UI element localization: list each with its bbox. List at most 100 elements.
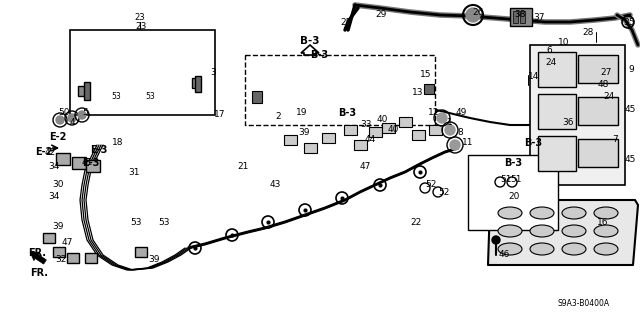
Text: 40: 40 <box>377 115 388 124</box>
Text: 18: 18 <box>112 138 124 147</box>
Bar <box>322 133 335 143</box>
Text: B-3: B-3 <box>310 50 328 60</box>
Text: 24: 24 <box>603 92 614 101</box>
Circle shape <box>445 125 455 135</box>
Bar <box>56 153 70 165</box>
Ellipse shape <box>530 225 554 237</box>
Text: FR.: FR. <box>30 268 48 278</box>
Bar <box>538 52 576 87</box>
Text: 53: 53 <box>145 92 155 101</box>
Bar <box>424 84 434 94</box>
Text: 39: 39 <box>52 222 63 231</box>
Bar <box>78 86 86 96</box>
Text: 51: 51 <box>500 175 511 184</box>
Ellipse shape <box>498 243 522 255</box>
Text: 45: 45 <box>625 155 636 164</box>
Circle shape <box>56 116 64 124</box>
Bar <box>510 8 532 26</box>
Text: S9A3-B0400A: S9A3-B0400A <box>558 299 610 308</box>
Bar <box>468 155 558 230</box>
Text: 24: 24 <box>545 58 556 67</box>
Text: 41: 41 <box>82 158 93 167</box>
Text: 28: 28 <box>582 28 593 37</box>
Text: 48: 48 <box>598 80 609 89</box>
Bar <box>520 11 525 23</box>
Ellipse shape <box>562 207 586 219</box>
Text: 23: 23 <box>135 22 147 31</box>
Bar <box>538 136 576 171</box>
Bar <box>245 55 435 125</box>
Text: E-2: E-2 <box>35 147 52 157</box>
Text: 21: 21 <box>237 162 248 171</box>
Bar <box>538 94 576 129</box>
Text: 50: 50 <box>58 108 70 117</box>
Text: B-3: B-3 <box>504 158 522 168</box>
Circle shape <box>78 111 86 119</box>
Text: 15: 15 <box>420 70 431 79</box>
Text: 26: 26 <box>472 8 483 17</box>
Text: 12: 12 <box>428 108 440 117</box>
Bar <box>85 253 97 263</box>
Text: 7: 7 <box>612 135 618 144</box>
Text: 4: 4 <box>70 118 76 127</box>
Text: 47: 47 <box>360 162 371 171</box>
Text: 34: 34 <box>48 162 60 171</box>
Bar <box>252 91 262 103</box>
Text: B-3: B-3 <box>524 138 542 148</box>
Circle shape <box>466 8 480 22</box>
Text: 19: 19 <box>296 108 307 117</box>
Text: 34: 34 <box>48 192 60 201</box>
Text: 53: 53 <box>130 218 141 227</box>
Text: B-3: B-3 <box>338 108 356 118</box>
Bar <box>70 30 215 115</box>
Bar <box>382 123 395 133</box>
Text: 3: 3 <box>210 68 216 77</box>
Ellipse shape <box>530 243 554 255</box>
Text: 38: 38 <box>514 10 525 19</box>
Text: 13: 13 <box>412 88 424 97</box>
Bar <box>192 78 200 88</box>
Text: 14: 14 <box>528 72 540 81</box>
Bar <box>72 157 86 169</box>
Text: 10: 10 <box>558 38 570 47</box>
Circle shape <box>437 113 447 123</box>
Bar <box>284 135 297 145</box>
Bar <box>195 76 201 92</box>
Text: 30: 30 <box>52 180 63 189</box>
Bar <box>135 247 147 257</box>
Text: 51: 51 <box>510 175 522 184</box>
Bar <box>344 125 357 135</box>
Ellipse shape <box>562 225 586 237</box>
Text: 5: 5 <box>82 108 88 117</box>
Circle shape <box>68 114 76 122</box>
Ellipse shape <box>530 207 554 219</box>
Text: 42: 42 <box>45 148 56 157</box>
Bar <box>86 160 100 172</box>
Text: 6: 6 <box>546 46 552 55</box>
Bar <box>578 55 618 83</box>
Text: E-3: E-3 <box>82 158 99 168</box>
Ellipse shape <box>594 225 618 237</box>
FancyArrow shape <box>301 45 319 55</box>
Text: 36: 36 <box>562 118 573 127</box>
Text: 29: 29 <box>375 10 387 19</box>
Text: 37: 37 <box>533 13 545 22</box>
Ellipse shape <box>498 207 522 219</box>
Text: 31: 31 <box>128 168 140 177</box>
Bar <box>429 125 442 135</box>
Polygon shape <box>488 200 638 265</box>
Text: 53: 53 <box>158 218 170 227</box>
Text: 52: 52 <box>425 180 436 189</box>
Text: 43: 43 <box>270 180 282 189</box>
Bar <box>513 11 518 23</box>
Text: 45: 45 <box>625 105 636 114</box>
Text: 53: 53 <box>111 92 121 101</box>
Text: 16: 16 <box>597 218 609 227</box>
Bar <box>53 247 65 257</box>
Ellipse shape <box>498 225 522 237</box>
Bar <box>369 127 382 137</box>
Text: 52: 52 <box>438 188 449 197</box>
Text: B-3: B-3 <box>300 36 320 46</box>
Bar <box>67 253 79 263</box>
Text: 25: 25 <box>340 18 351 27</box>
